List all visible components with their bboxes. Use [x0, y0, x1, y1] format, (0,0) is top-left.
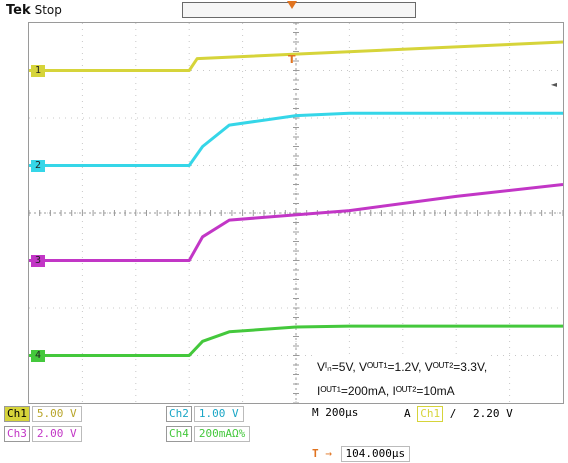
timebase-value: 200µs: [325, 406, 359, 419]
timebase-readout[interactable]: M 200µs: [312, 406, 358, 420]
ch2-trace: [29, 111, 563, 167]
acquire-readout[interactable]: A Ch1 ∕ 2.20 V: [404, 406, 513, 422]
ch4-tag: Ch4: [166, 426, 192, 442]
ch3-ground-marker[interactable]: 3: [31, 254, 45, 267]
ch2-readout[interactable]: Ch2 1.00 V: [166, 406, 244, 422]
ch4-scale: 200mAΩ%: [193, 426, 251, 442]
ch1-tag: Ch1: [4, 406, 30, 422]
test-condition-annotation: Vᴵₙ=5V, Vᴼᵁᵀ¹=1.2V, Vᴼᵁᵀ²=3.3V, Iᴼᵁᵀ¹=20…: [314, 355, 491, 403]
horizontal-arrow-icon: →: [325, 447, 332, 460]
trigger-slope-icon: ∕: [449, 407, 457, 420]
ch1-trace: [29, 40, 563, 72]
record-window-bar: [182, 1, 416, 18]
run-status: Stop: [34, 3, 62, 17]
trigger-position-marker: T: [288, 53, 296, 66]
ch1-scale: 5.00 V: [31, 406, 82, 422]
trigger-source: Ch1: [417, 406, 444, 422]
annotation-line-2: Iᴼᵁᵀ¹=200mA, Iᴼᵁᵀ²=10mA: [317, 384, 455, 398]
ch4-ground-marker[interactable]: 4: [31, 349, 45, 362]
ch4-trace: [29, 324, 563, 357]
ch3-trace: [29, 183, 563, 262]
ch1-ground-marker[interactable]: 1: [31, 64, 45, 77]
waveform-screen: T ◄ 1 2 3 4 Vᴵₙ=5V, Vᴼᵁᵀ¹=1.2V, Vᴼᵁᵀ²=3.…: [28, 22, 564, 404]
status-bar: Ch1 5.00 V Ch2 1.00 V M 200µs A Ch1 ∕ 2.20…: [0, 404, 568, 463]
ch3-tag: Ch3: [4, 426, 30, 442]
brand-status: Tek Stop: [6, 3, 62, 18]
trigger-level-marker: ◄: [550, 80, 557, 89]
trigger-level-value: 2.20 V: [473, 407, 513, 420]
top-bar: Tek Stop: [0, 0, 568, 22]
ch3-readout[interactable]: Ch3 2.00 V: [4, 426, 82, 442]
ch4-readout[interactable]: Ch4 200mAΩ%: [166, 426, 251, 442]
brand-label: Tek: [6, 3, 31, 18]
horizontal-marker: T: [312, 447, 319, 460]
ch2-scale: 1.00 V: [193, 406, 244, 422]
horizontal-position-readout[interactable]: T → 104.000µs: [312, 446, 411, 462]
ch3-scale: 2.00 V: [31, 426, 82, 442]
ch2-tag: Ch2: [166, 406, 192, 422]
horizontal-position-value: 104.000µs: [340, 446, 411, 462]
ch2-ground-marker[interactable]: 2: [31, 159, 45, 172]
annotation-line-1: Vᴵₙ=5V, Vᴼᵁᵀ¹=1.2V, Vᴼᵁᵀ²=3.3V,: [317, 360, 488, 374]
timebase-label: M: [312, 406, 319, 419]
ch1-readout[interactable]: Ch1 5.00 V: [4, 406, 82, 422]
acquire-label: A: [404, 407, 411, 420]
waveform-plot: [29, 23, 563, 403]
trigger-position-pointer-icon: [287, 1, 297, 9]
